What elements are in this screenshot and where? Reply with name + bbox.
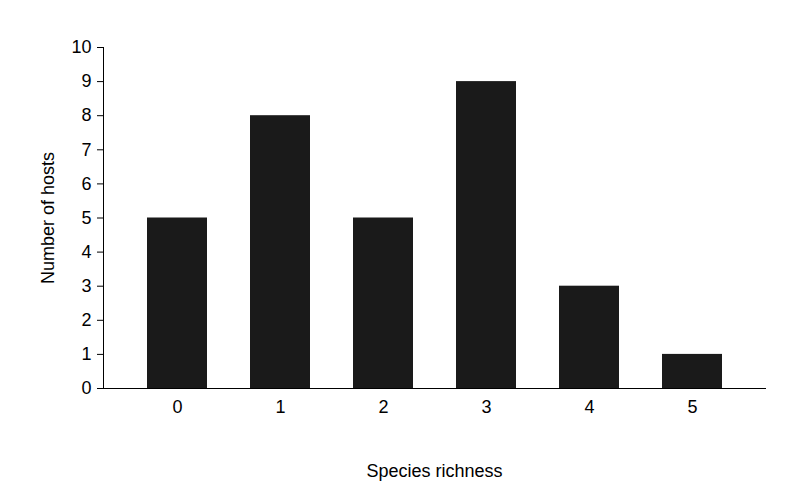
svg-text:8: 8 [81, 105, 91, 125]
svg-text:2: 2 [378, 397, 388, 417]
svg-text:7: 7 [81, 140, 91, 160]
svg-text:3: 3 [81, 276, 91, 296]
svg-text:4: 4 [81, 242, 91, 262]
svg-text:5: 5 [687, 397, 697, 417]
svg-text:2: 2 [81, 310, 91, 330]
svg-text:9: 9 [81, 71, 91, 91]
svg-text:6: 6 [81, 174, 91, 194]
svg-text:Number of hosts: Number of hosts [38, 152, 58, 284]
svg-text:0: 0 [172, 397, 182, 417]
svg-text:1: 1 [275, 397, 285, 417]
svg-text:Species richness: Species richness [366, 461, 502, 481]
svg-text:4: 4 [584, 397, 594, 417]
svg-text:3: 3 [481, 397, 491, 417]
svg-text:0: 0 [81, 378, 91, 398]
svg-text:1: 1 [81, 344, 91, 364]
svg-text:10: 10 [71, 37, 91, 57]
svg-text:5: 5 [81, 208, 91, 228]
